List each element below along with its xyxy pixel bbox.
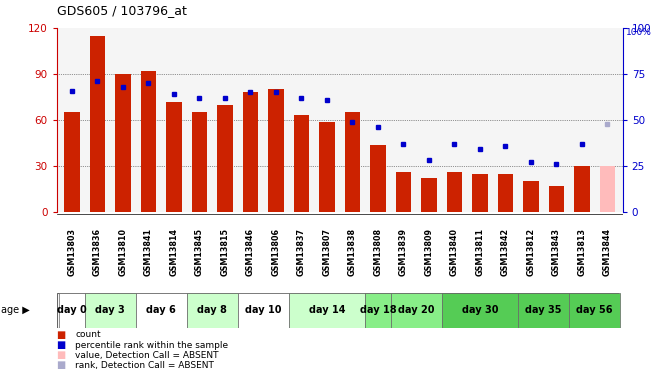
Bar (600, 166, 615, 212)
Bar (90, 36, 105, 212)
Bar (422, 178, 436, 212)
Text: rank, Detection Call = ABSENT: rank, Detection Call = ABSENT (75, 361, 214, 370)
Text: GSM13836: GSM13836 (93, 228, 102, 276)
Text: day 18: day 18 (360, 305, 396, 315)
Bar (319, 122, 334, 212)
Text: day 10: day 10 (245, 305, 282, 315)
Text: ■: ■ (57, 350, 66, 360)
Bar (243, 93, 258, 212)
Bar (370, 144, 386, 212)
Text: GSM13842: GSM13842 (501, 228, 510, 276)
Text: GSM13812: GSM13812 (526, 228, 535, 276)
Bar (523, 181, 539, 212)
Text: GSM13843: GSM13843 (552, 228, 561, 276)
Text: day 8: day 8 (197, 305, 227, 315)
Bar (186, 292, 238, 328)
Bar (238, 292, 288, 328)
Bar (115, 74, 131, 212)
Text: 100%: 100% (626, 28, 652, 37)
Text: ■: ■ (57, 360, 66, 370)
Text: GSM13810: GSM13810 (119, 228, 127, 276)
Bar (472, 174, 488, 212)
Bar (141, 71, 156, 212)
Text: day 3: day 3 (95, 305, 125, 315)
Bar (391, 292, 442, 328)
Text: GSM13806: GSM13806 (272, 228, 280, 276)
Text: day 6: day 6 (147, 305, 176, 315)
Text: day 35: day 35 (525, 305, 562, 315)
Text: GSM13846: GSM13846 (246, 228, 255, 276)
Bar (85, 292, 136, 328)
Text: GSM13814: GSM13814 (169, 228, 178, 276)
Text: GSM13815: GSM13815 (220, 228, 229, 276)
Bar (447, 172, 462, 212)
Text: ■: ■ (57, 340, 66, 350)
Text: day 0: day 0 (57, 305, 87, 315)
Bar (365, 292, 391, 328)
Bar (268, 89, 284, 212)
Text: GSM13803: GSM13803 (67, 228, 77, 276)
Text: day 30: day 30 (462, 305, 498, 315)
Text: value, Detection Call = ABSENT: value, Detection Call = ABSENT (75, 351, 218, 360)
Bar (136, 292, 186, 328)
Bar (64, 112, 79, 212)
Text: GSM13811: GSM13811 (476, 228, 484, 276)
Text: GSM13809: GSM13809 (424, 228, 434, 276)
Text: day 20: day 20 (398, 305, 434, 315)
Bar (345, 112, 360, 212)
Text: ■: ■ (57, 330, 66, 340)
Text: day 14: day 14 (308, 305, 345, 315)
Text: GSM13840: GSM13840 (450, 228, 459, 276)
Text: GSM13838: GSM13838 (348, 228, 357, 276)
Bar (442, 292, 518, 328)
Text: age ▶: age ▶ (1, 305, 30, 315)
Bar (294, 116, 309, 212)
Bar (549, 186, 564, 212)
Text: GSM13844: GSM13844 (603, 228, 612, 276)
Text: GSM13841: GSM13841 (144, 228, 153, 276)
Text: percentile rank within the sample: percentile rank within the sample (75, 340, 228, 350)
Bar (288, 292, 365, 328)
Bar (518, 292, 569, 328)
Text: GDS605 / 103796_at: GDS605 / 103796_at (57, 4, 186, 17)
Bar (217, 105, 232, 212)
Text: GSM13839: GSM13839 (399, 228, 408, 276)
Text: GSM13837: GSM13837 (297, 228, 306, 276)
Bar (59, 292, 85, 328)
Bar (498, 174, 513, 212)
Text: GSM13813: GSM13813 (577, 228, 586, 276)
Bar (396, 172, 411, 212)
Bar (192, 112, 207, 212)
Text: GSM13808: GSM13808 (374, 228, 382, 276)
Text: count: count (75, 330, 101, 339)
Bar (574, 166, 589, 212)
Text: GSM13845: GSM13845 (195, 228, 204, 276)
Text: GSM13807: GSM13807 (322, 228, 332, 276)
Bar (166, 102, 182, 212)
Text: day 56: day 56 (576, 305, 613, 315)
Bar (569, 292, 620, 328)
